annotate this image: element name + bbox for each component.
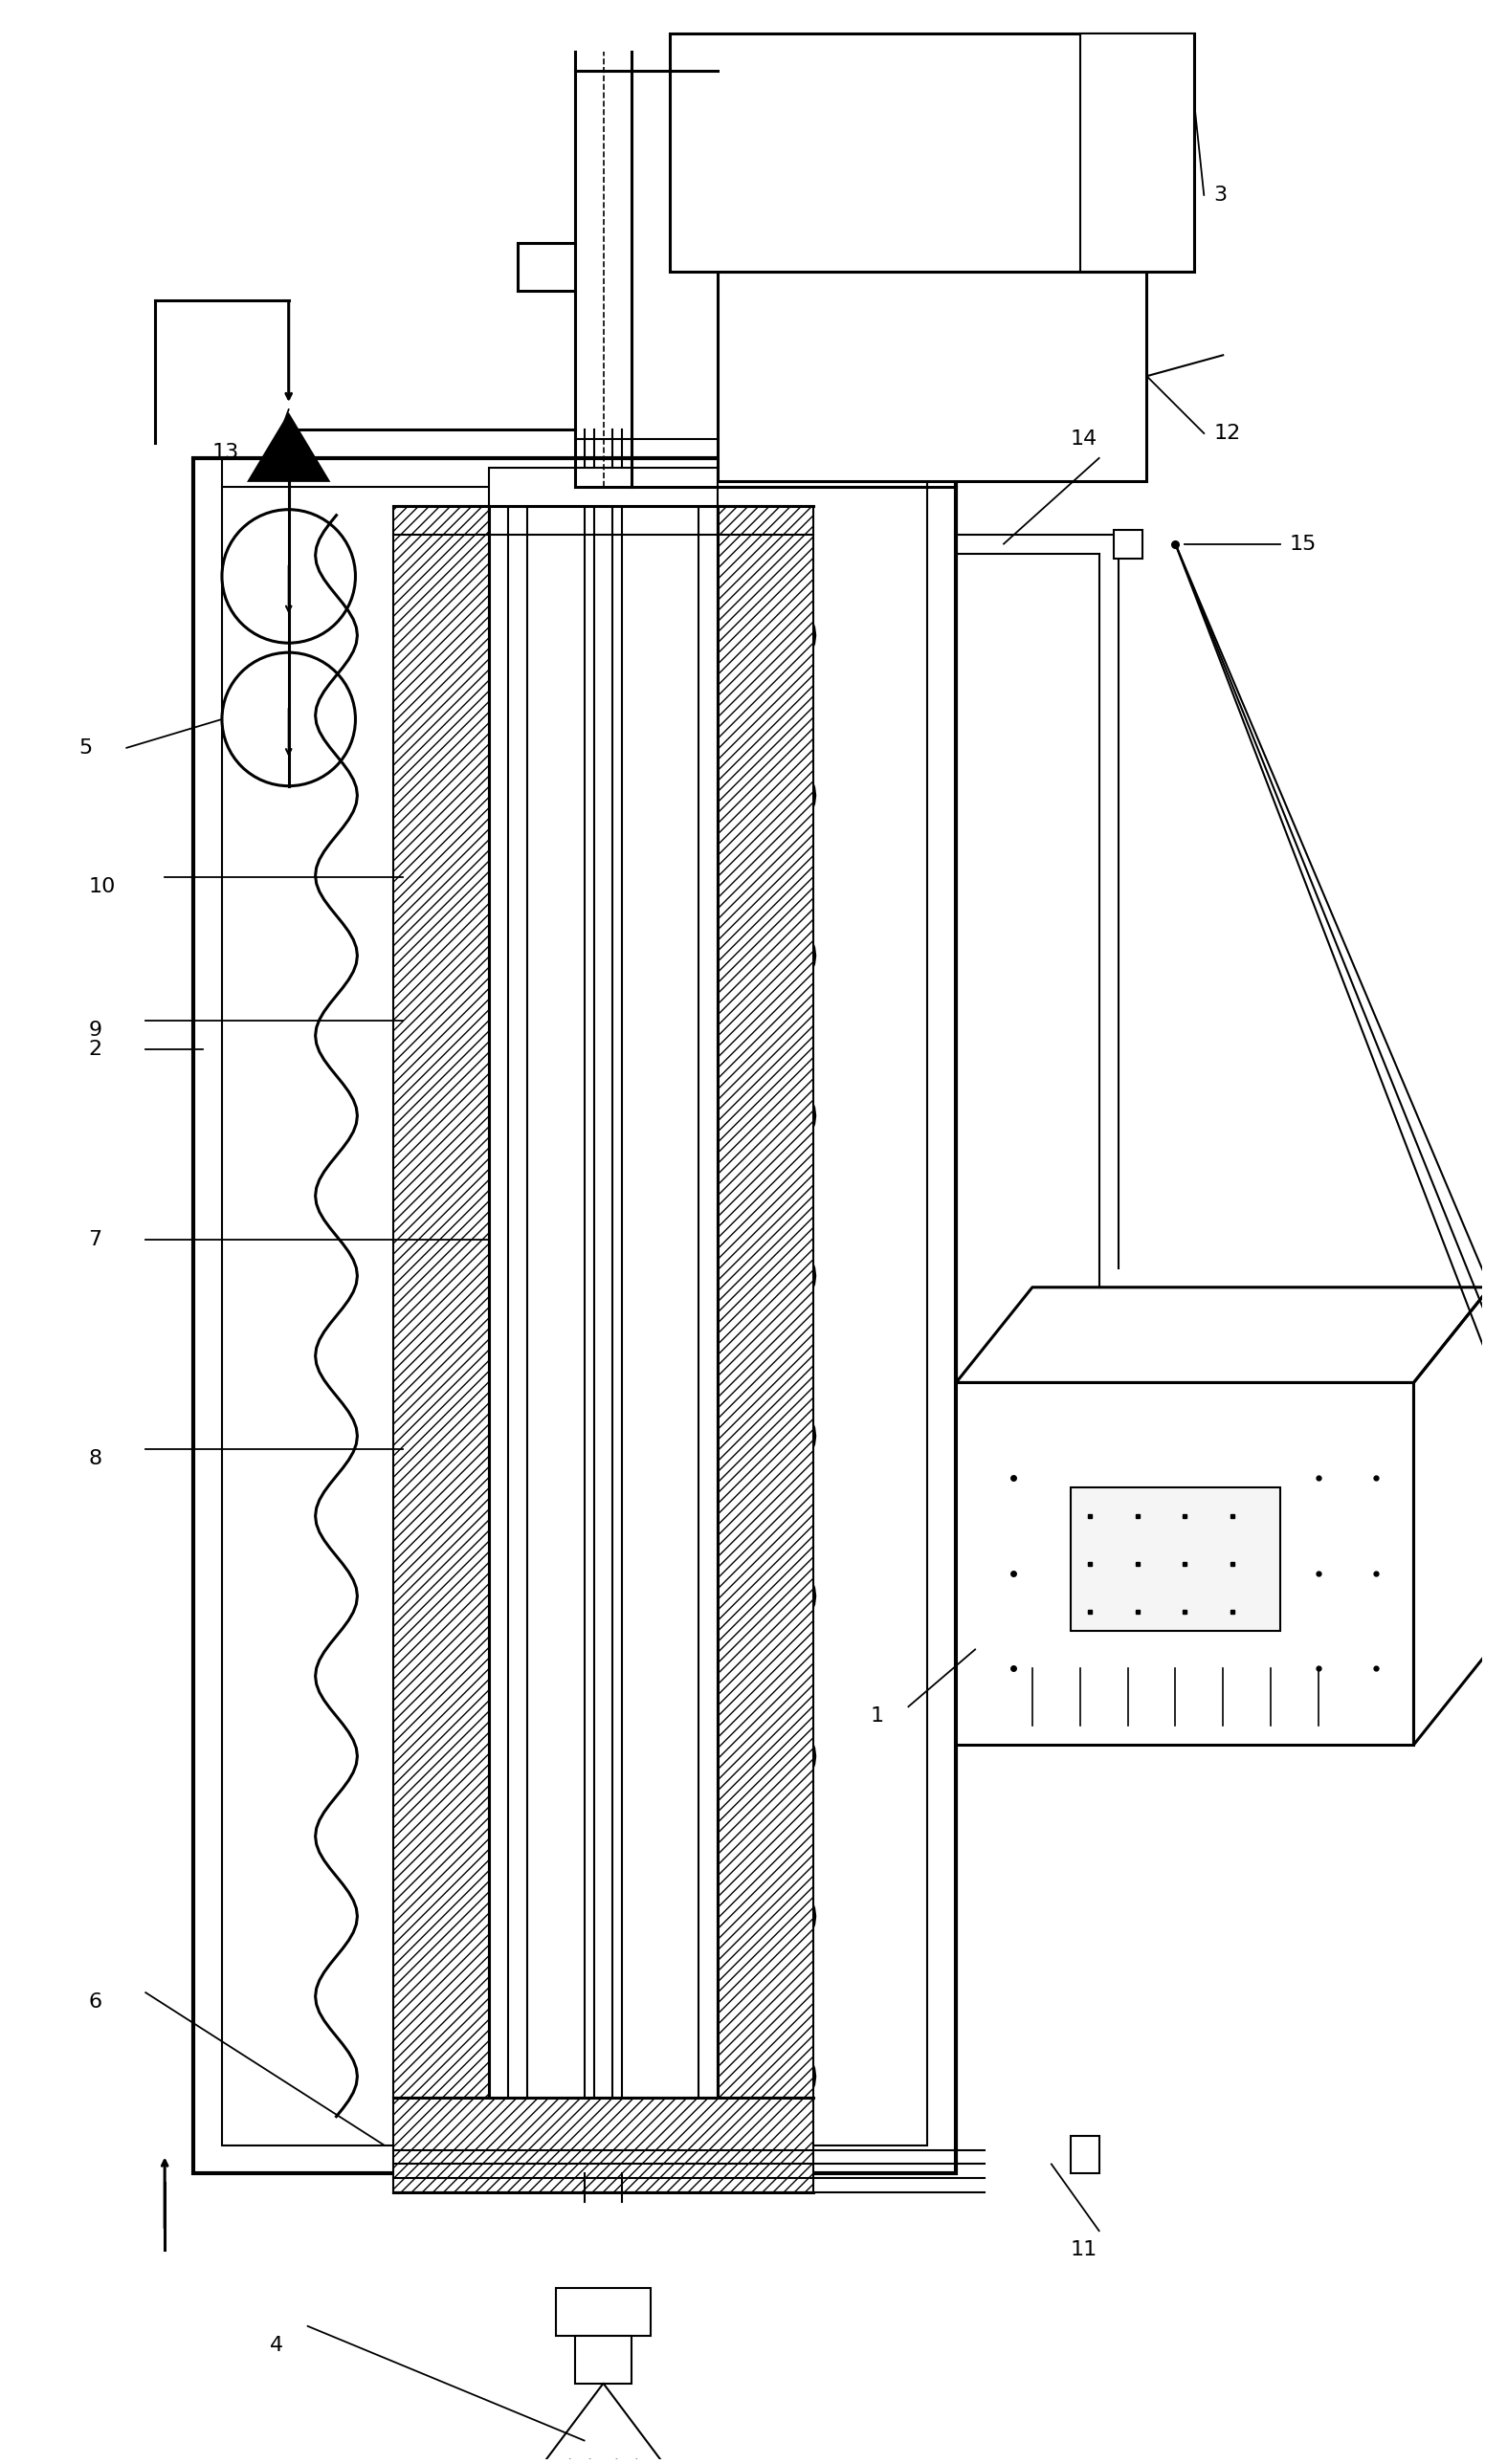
Text: 5: 5 bbox=[79, 739, 92, 756]
Text: 10: 10 bbox=[89, 877, 116, 897]
Text: 6: 6 bbox=[89, 1993, 102, 2011]
Text: 2: 2 bbox=[89, 1040, 102, 1060]
Text: 15: 15 bbox=[1290, 535, 1317, 554]
Bar bbox=[575, 2336, 633, 2383]
Text: 14: 14 bbox=[1071, 429, 1097, 448]
Bar bbox=[394, 2097, 814, 2193]
Bar bbox=[717, 271, 1146, 480]
Bar bbox=[221, 488, 928, 2146]
Text: 3: 3 bbox=[1213, 185, 1227, 205]
Bar bbox=[1080, 32, 1194, 271]
Bar bbox=[394, 505, 489, 2097]
Text: 8: 8 bbox=[89, 1449, 102, 1469]
Text: 12: 12 bbox=[1213, 424, 1240, 444]
Text: 9: 9 bbox=[89, 1020, 102, 1040]
Bar bbox=[717, 505, 814, 2097]
Bar bbox=[956, 1382, 1414, 1745]
Text: 7: 7 bbox=[89, 1230, 102, 1249]
Bar bbox=[489, 468, 717, 505]
Text: 11: 11 bbox=[1071, 2240, 1097, 2259]
Bar bbox=[555, 2289, 650, 2336]
Polygon shape bbox=[248, 414, 328, 480]
Bar bbox=[1071, 1488, 1280, 1631]
Text: 13: 13 bbox=[212, 444, 239, 461]
Text: 1: 1 bbox=[870, 1708, 884, 1725]
Bar bbox=[1071, 2136, 1099, 2173]
Bar bbox=[193, 458, 956, 2173]
Bar bbox=[1114, 530, 1142, 559]
Bar bbox=[670, 32, 1194, 271]
Text: 4: 4 bbox=[270, 2336, 284, 2356]
